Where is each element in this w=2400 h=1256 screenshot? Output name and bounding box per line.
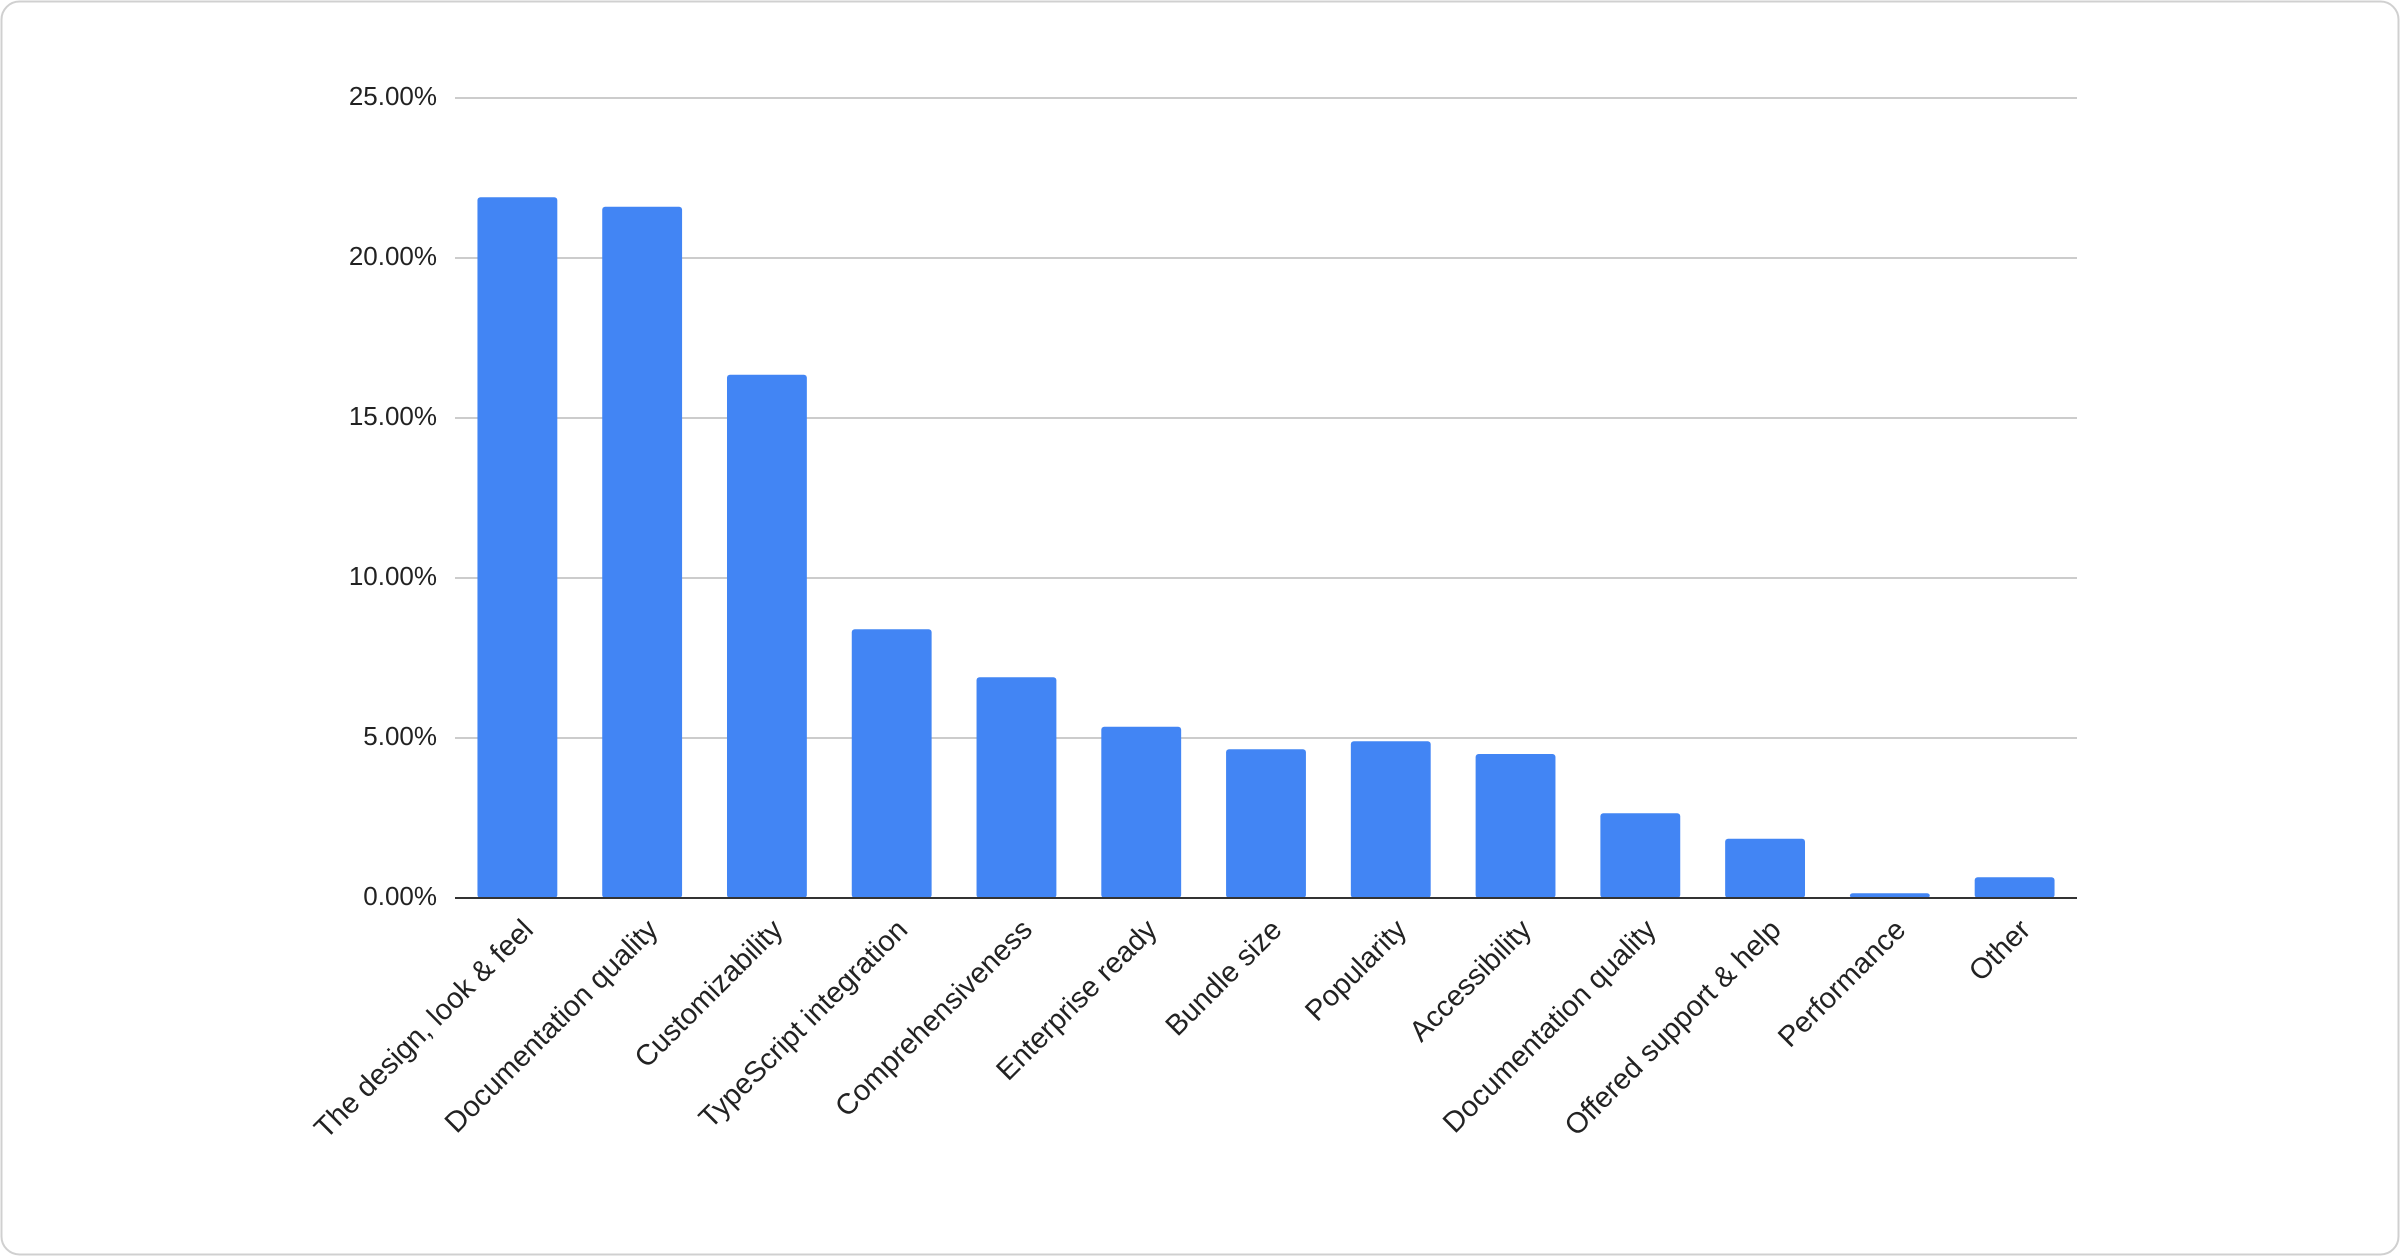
bar <box>976 677 1057 898</box>
y-tick-label: 5.00% <box>363 721 437 751</box>
bar <box>1101 726 1182 898</box>
y-tick-label: 25.00% <box>349 81 437 111</box>
bar <box>1849 893 1930 898</box>
bar <box>851 629 932 898</box>
y-tick-label: 0.00% <box>363 881 437 911</box>
bar <box>477 197 558 898</box>
bar <box>602 206 683 899</box>
bar <box>726 374 807 898</box>
y-tick-label: 10.00% <box>349 561 437 591</box>
y-tick-label: 15.00% <box>349 401 437 431</box>
bar <box>1725 838 1806 898</box>
bar <box>1974 877 2055 898</box>
y-tick-label: 20.00% <box>349 241 437 271</box>
bar <box>1226 749 1306 898</box>
bar <box>1600 813 1681 898</box>
bar <box>1475 754 1556 898</box>
bar <box>1350 741 1431 898</box>
